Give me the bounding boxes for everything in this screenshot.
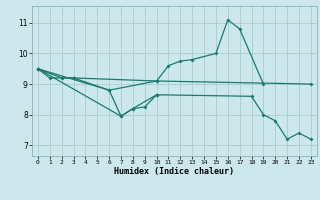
X-axis label: Humidex (Indice chaleur): Humidex (Indice chaleur): [115, 167, 234, 176]
